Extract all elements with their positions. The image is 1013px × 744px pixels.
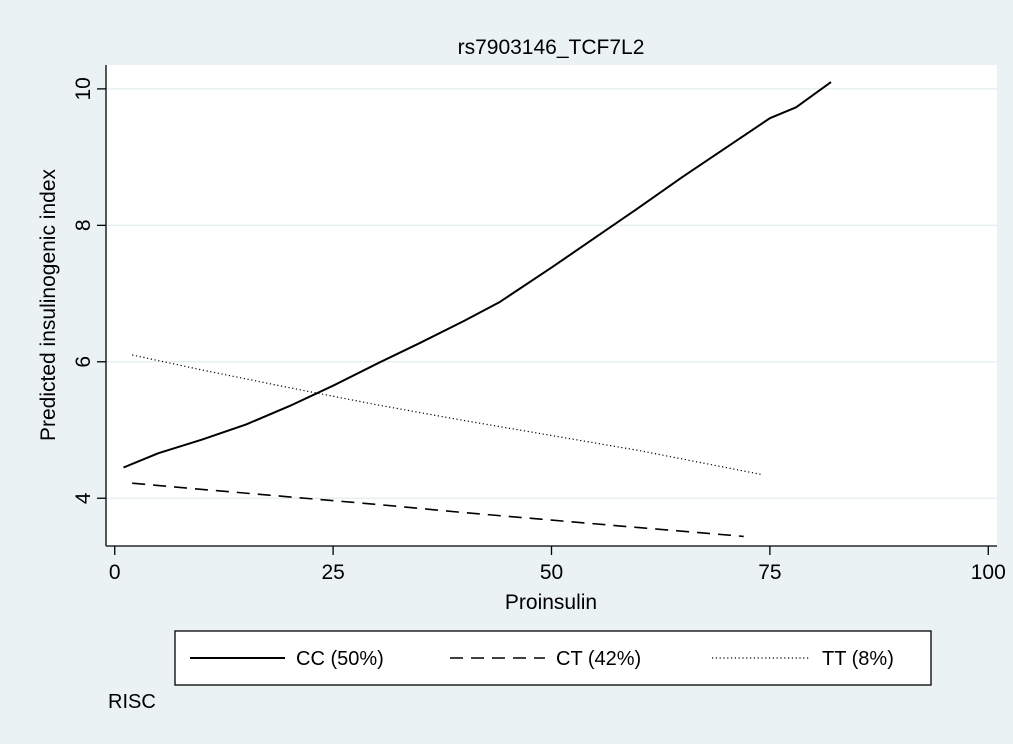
legend-label-tt: TT (8%) [822, 648, 894, 670]
y-tick-label-4: 4 [72, 492, 95, 504]
chart-title: rs7903146_TCF7L2 [458, 36, 645, 59]
legend-box [174, 630, 932, 686]
y-tick-label-8: 8 [72, 219, 95, 231]
x-tick-label-0: 0 [109, 561, 121, 584]
series-line-0 [123, 81, 832, 469]
x-tick-label-50: 50 [540, 561, 563, 584]
y-tick-label-6: 6 [72, 356, 95, 368]
note-text: RISC [108, 691, 156, 713]
x-tick-label-75: 75 [758, 561, 781, 584]
x-tick-label-25: 25 [321, 561, 344, 584]
y-tick-label-10: 10 [72, 77, 95, 100]
legend-label-ct: CT (42%) [556, 648, 641, 670]
x-tick-label-100: 100 [971, 561, 1006, 584]
legend: CC (50%) CT (42%) TT (8%) [174, 630, 932, 686]
series-line-1 [132, 482, 744, 538]
legend-label-cc: CC (50%) [296, 648, 384, 670]
plot-area [106, 65, 997, 546]
series-lines [123, 81, 832, 538]
gridlines [106, 88, 997, 499]
y-axis-title: Predicted insulinogenic index [37, 169, 60, 442]
x-axis-title: Proinsulin [505, 591, 597, 614]
